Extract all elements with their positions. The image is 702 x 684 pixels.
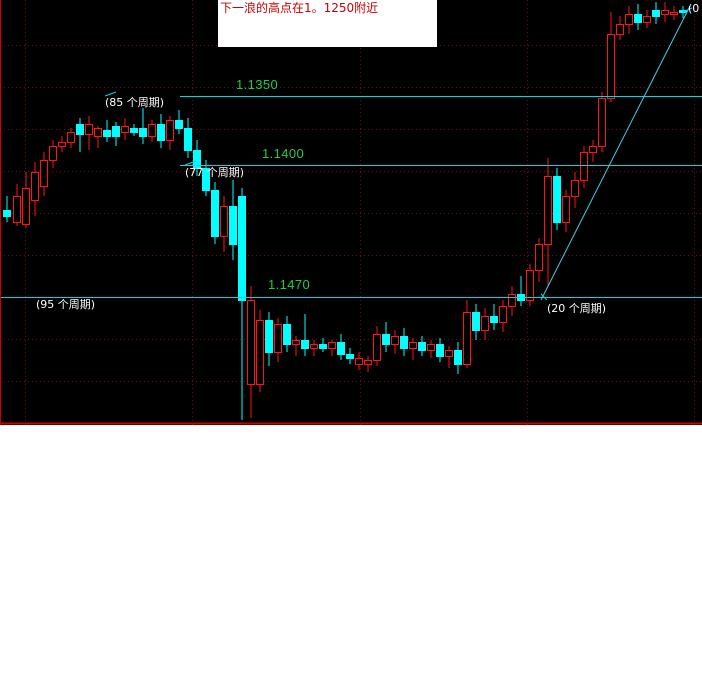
chart-plot-area[interactable]	[0, 0, 702, 425]
period-label-95: (95 个周期)	[36, 298, 96, 311]
annotation-callout-box	[218, 0, 437, 47]
annotation-callout-text: 下一浪的高点在1。1250附近	[220, 1, 379, 15]
period-label-85: (85 个周期)	[105, 96, 165, 109]
period-label-77: (77 个周期)	[185, 166, 245, 179]
price-label-1135: 1.1350	[236, 77, 279, 92]
price-label-1140: 1.1400	[262, 146, 305, 161]
chart-canvas	[0, 0, 702, 425]
lower-indicator-pane	[0, 425, 702, 684]
corner-cut-label: (0	[688, 2, 700, 15]
price-label-1147: 1.1470	[268, 277, 311, 292]
period-label-20: (20 个周期)	[547, 302, 607, 315]
